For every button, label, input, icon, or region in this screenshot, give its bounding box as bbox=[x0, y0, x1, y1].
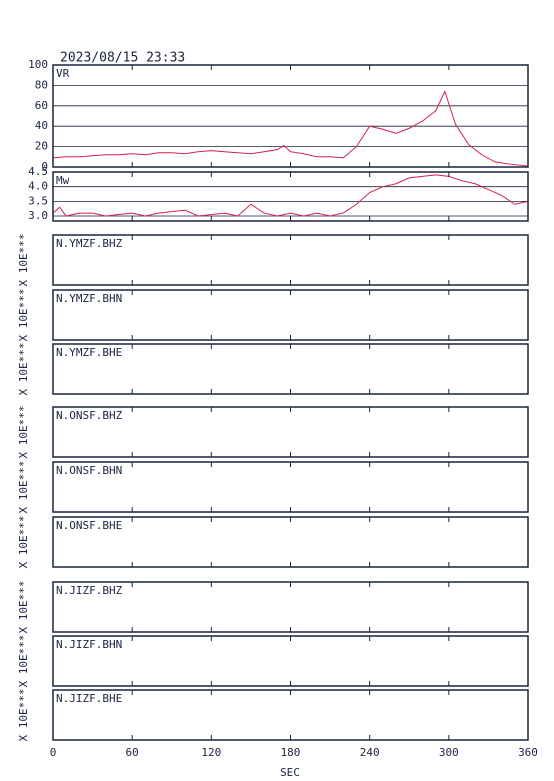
panel-label: N.YMZF.BHE bbox=[56, 346, 122, 359]
data-line bbox=[52, 174, 529, 217]
y-tick-label: 0 bbox=[41, 160, 48, 173]
panel-label: N.ONSF.BHZ bbox=[56, 409, 123, 422]
x-tick-label: 240 bbox=[360, 746, 380, 759]
y-tick-label: 60 bbox=[35, 99, 48, 112]
x-tick-label: 0 bbox=[50, 746, 57, 759]
y-tick-label: 4.5 bbox=[28, 165, 48, 178]
y-axis-label: X 10E*** bbox=[17, 461, 30, 514]
y-tick-label: 3.5 bbox=[28, 194, 48, 207]
y-tick-label: 4.0 bbox=[28, 180, 48, 193]
panel-frame bbox=[52, 234, 529, 286]
y-axis-label: X 10E*** bbox=[17, 689, 30, 742]
panel-frame bbox=[52, 171, 529, 222]
panel-label: N.JIZF.BHZ bbox=[56, 584, 123, 597]
panel-label: N.YMZF.BHN bbox=[56, 292, 122, 305]
x-axis-label: SEC bbox=[280, 766, 300, 779]
y-axis-label: X 10E*** bbox=[17, 406, 30, 459]
x-tick-label: 360 bbox=[518, 746, 538, 759]
panel-label: N.JIZF.BHN bbox=[56, 638, 122, 651]
panel-frame bbox=[52, 406, 529, 458]
y-tick-label: 40 bbox=[35, 119, 48, 132]
panel-frame bbox=[52, 289, 529, 341]
panel-label: N.ONSF.BHN bbox=[56, 464, 122, 477]
panel-label: N.JIZF.BHE bbox=[56, 692, 122, 705]
panel-frame bbox=[52, 581, 529, 633]
panel-label: N.ONSF.BHE bbox=[56, 519, 122, 532]
panel-label: VR bbox=[56, 67, 70, 80]
panel-frame bbox=[52, 635, 529, 687]
x-tick-label: 60 bbox=[126, 746, 139, 759]
y-tick-label: 20 bbox=[35, 140, 48, 153]
y-axis-label: X 10E*** bbox=[17, 635, 30, 688]
x-tick-label: 300 bbox=[439, 746, 459, 759]
y-tick-label: 3.0 bbox=[28, 209, 48, 222]
y-axis-label: X 10E*** bbox=[17, 516, 30, 569]
panel-label: N.YMZF.BHZ bbox=[56, 237, 123, 250]
x-tick-label: 180 bbox=[281, 746, 301, 759]
panel-frame bbox=[52, 461, 529, 513]
panel-frame bbox=[52, 689, 529, 741]
panel-frame bbox=[52, 64, 529, 168]
panel-frame bbox=[52, 516, 529, 568]
panel-label: Mw bbox=[56, 174, 70, 187]
timestamp: 2023/08/15 23:33 bbox=[60, 51, 185, 66]
y-tick-label: 80 bbox=[35, 78, 48, 91]
y-axis-label: X 10E*** bbox=[17, 289, 30, 342]
y-axis-label: X 10E*** bbox=[17, 234, 30, 287]
y-tick-label: 100 bbox=[28, 58, 48, 71]
panel-frame bbox=[52, 343, 529, 395]
x-tick-label: 120 bbox=[201, 746, 221, 759]
data-line bbox=[52, 90, 529, 167]
y-axis-label: X 10E*** bbox=[17, 343, 30, 396]
y-axis-label: X 10E*** bbox=[17, 581, 30, 634]
